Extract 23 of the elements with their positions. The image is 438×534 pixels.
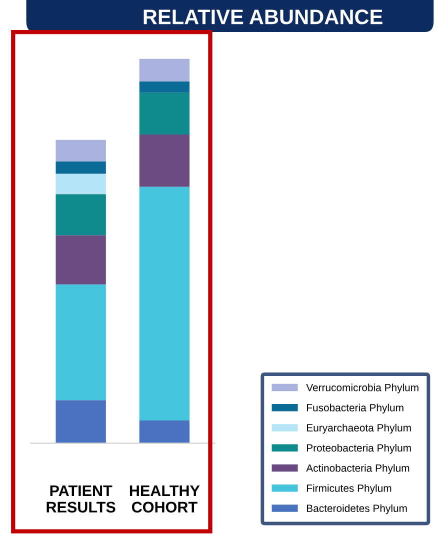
bar <box>56 284 106 400</box>
bar <box>139 420 190 444</box>
x-tick-label: HEALTHY COHORT <box>130 485 200 513</box>
legend-label: Bacteroidetes Phylum <box>307 504 407 514</box>
legend-label: Actinobacteria Phylum <box>306 464 410 474</box>
text: RELATIVE ABUNDANCE <box>144 10 382 24</box>
legend-label: Firmicutes Phylum <box>307 484 392 494</box>
bar <box>139 134 190 187</box>
bar <box>56 161 106 174</box>
legend-label: Fusobacteria Phylum <box>307 404 404 414</box>
bar <box>56 174 106 194</box>
bar <box>139 186 190 421</box>
bar <box>56 140 106 162</box>
legend-label: Proteobacteria Phylum <box>307 444 411 454</box>
bar <box>56 400 106 444</box>
bar <box>56 194 106 236</box>
bar <box>139 58 190 82</box>
bar <box>139 81 190 93</box>
legend-label: Verrucomicrobia Phylum <box>306 384 418 394</box>
bar <box>139 92 190 134</box>
legend-label: Euryarchaeota Phylum <box>307 424 411 434</box>
bar <box>56 235 106 284</box>
x-tick-label: PATIENT RESULTS <box>46 485 116 513</box>
